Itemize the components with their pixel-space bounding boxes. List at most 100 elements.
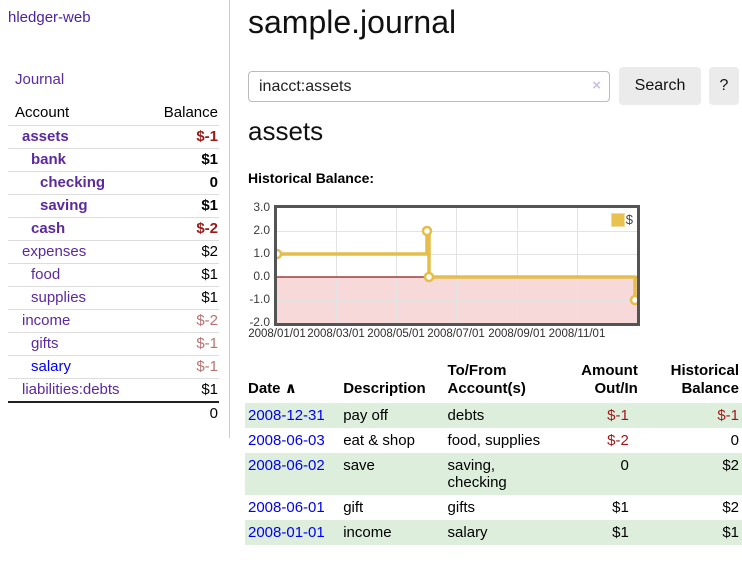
account-link-cash[interactable]: cash — [31, 220, 66, 237]
transaction-amount: $1 — [612, 524, 629, 541]
account-row-bank: bank $1 — [8, 148, 219, 172]
account-row-food: food $1 — [8, 263, 219, 287]
x-tick: 2008/11/01 — [548, 328, 606, 340]
account-balance: $-2 — [143, 217, 219, 241]
account-row-salary: salary $-1 — [8, 355, 219, 379]
transaction-balance: $1 — [722, 524, 739, 541]
register-header-row: Date ∧ Description To/From Account(s) Am… — [245, 360, 742, 403]
transaction-description: gift — [343, 499, 364, 516]
y-tick: -1.0 — [249, 292, 270, 306]
transaction-balance: $2 — [722, 499, 739, 516]
account-balance: $1 — [143, 263, 219, 287]
register-row: 2008-06-03 eat & shop food, supplies $-2… — [245, 428, 742, 453]
chart-legend: $ — [609, 212, 634, 227]
account-link-bank[interactable]: bank — [31, 151, 67, 168]
transaction-description: income — [343, 524, 392, 541]
account-row-supplies: supplies $1 — [8, 286, 219, 310]
search-help-button[interactable]: ? — [709, 67, 739, 105]
register-row: 2008-06-01 gift gifts $1 $2 — [245, 495, 742, 520]
account-link-gifts[interactable]: gifts — [31, 335, 59, 352]
legend-swatch-icon — [610, 212, 625, 227]
account-link-liabilities-debts[interactable]: liabilities:debts — [22, 381, 120, 398]
account-balance: 0 — [143, 171, 219, 195]
register-row: 2008-06-02 save saving, checking 0 $2 — [245, 453, 742, 495]
account-row-cash: cash $-2 — [8, 217, 219, 241]
amount-header-line1: Amount — [581, 362, 638, 379]
account-link-income[interactable]: income — [22, 312, 71, 329]
account-link-food[interactable]: food — [31, 266, 61, 283]
account-balance: $1 — [143, 194, 219, 218]
account-column-header: Account — [15, 104, 70, 121]
amount-header-line2: Out/In — [594, 380, 638, 397]
account-link-checking[interactable]: checking — [40, 174, 106, 191]
amount-column-header: Amount Out/In — [578, 360, 643, 403]
transaction-accounts: saving, checking — [447, 457, 507, 491]
x-tick: 2008/05/01 — [367, 328, 425, 340]
y-tick: 1.0 — [253, 246, 270, 260]
account-tree-header: Account Balance — [8, 101, 219, 126]
transaction-date-link[interactable]: 2008-06-01 — [248, 499, 325, 516]
page-title: sample.journal — [248, 4, 457, 40]
accounts-header-line2: Account(s) — [447, 380, 526, 397]
x-tick: 2008/01/01 — [248, 328, 306, 340]
account-balance: $1 — [143, 148, 219, 172]
balance-column-header: Historical Balance — [643, 360, 742, 403]
account-row-assets: assets $-1 — [8, 125, 219, 149]
transaction-amount: $-1 — [607, 407, 629, 424]
chart-plot-area: $ — [271, 205, 641, 326]
legend-label: $ — [625, 212, 633, 227]
transaction-amount: 0 — [620, 457, 629, 474]
balance-header-line1: Historical — [670, 362, 739, 379]
account-balance: $1 — [143, 286, 219, 310]
account-balance: $1 — [143, 378, 219, 402]
brand-link[interactable]: hledger-web — [8, 9, 91, 26]
register-row: 2008-12-31 pay off debts $-1 $-1 — [245, 403, 742, 428]
y-tick: 0.0 — [253, 269, 270, 283]
y-tick: 3.0 — [253, 200, 270, 214]
x-tick: 2008/07/01 — [427, 328, 485, 340]
clear-search-icon[interactable]: × — [592, 77, 601, 94]
account-row-checking: checking 0 — [8, 171, 219, 195]
main-content: sample.journal × Search ? assets Histori… — [245, 0, 742, 582]
transaction-accounts: gifts — [447, 499, 476, 516]
transaction-amount: $-2 — [607, 432, 629, 449]
account-link-saving[interactable]: saving — [40, 197, 88, 214]
date-column-header: Date ∧ — [245, 360, 340, 403]
search-button[interactable]: Search — [619, 67, 701, 105]
account-row-liabilities-debts: liabilities:debts $1 — [8, 378, 219, 402]
account-link-salary[interactable]: salary — [31, 358, 72, 375]
account-balance: $-2 — [143, 309, 219, 333]
balance-column-header: Balance — [163, 104, 218, 121]
account-row-expenses: expenses $2 — [8, 240, 219, 264]
account-row-income: income $-2 — [8, 309, 219, 333]
account-link-assets[interactable]: assets — [22, 128, 69, 145]
sort-ascending-icon: ∧ — [284, 380, 297, 397]
account-link-expenses[interactable]: expenses — [22, 243, 87, 260]
account-total-row: 0 — [8, 401, 219, 425]
historical-balance-chart: 3.0 2.0 1.0 0.0 -1.0 -2.0 — [248, 200, 688, 350]
search-input[interactable] — [248, 71, 610, 102]
transaction-description: eat & shop — [343, 432, 415, 449]
date-header-label: Date — [248, 380, 281, 397]
description-column-header: Description — [343, 380, 426, 397]
x-tick: 2008/09/01 — [488, 328, 546, 340]
transaction-date-link[interactable]: 2008-06-02 — [248, 457, 325, 474]
transaction-date-link[interactable]: 2008-12-31 — [248, 407, 325, 424]
x-tick: 2008/03/01 — [307, 328, 365, 340]
balance-header-line2: Balance — [681, 380, 739, 397]
chart-canvas — [271, 208, 641, 323]
sidebar-item-journal[interactable]: Journal — [15, 71, 65, 88]
transaction-balance: $2 — [722, 457, 739, 474]
transaction-date-link[interactable]: 2008-01-01 — [248, 524, 325, 541]
transaction-date-link[interactable]: 2008-06-03 — [248, 432, 325, 449]
sidebar: hledger-web Journal Account Balance asse… — [0, 0, 230, 438]
account-total-balance: 0 — [143, 401, 219, 425]
account-balance: $-1 — [143, 125, 219, 149]
transaction-description: pay off — [343, 407, 388, 424]
register-row: 2008-01-01 income salary $1 $1 — [245, 520, 742, 545]
search-bar: × Search ? — [248, 67, 739, 105]
register-table: Date ∧ Description To/From Account(s) Am… — [245, 360, 742, 545]
account-link-supplies[interactable]: supplies — [31, 289, 87, 306]
transaction-accounts: debts — [447, 407, 485, 424]
